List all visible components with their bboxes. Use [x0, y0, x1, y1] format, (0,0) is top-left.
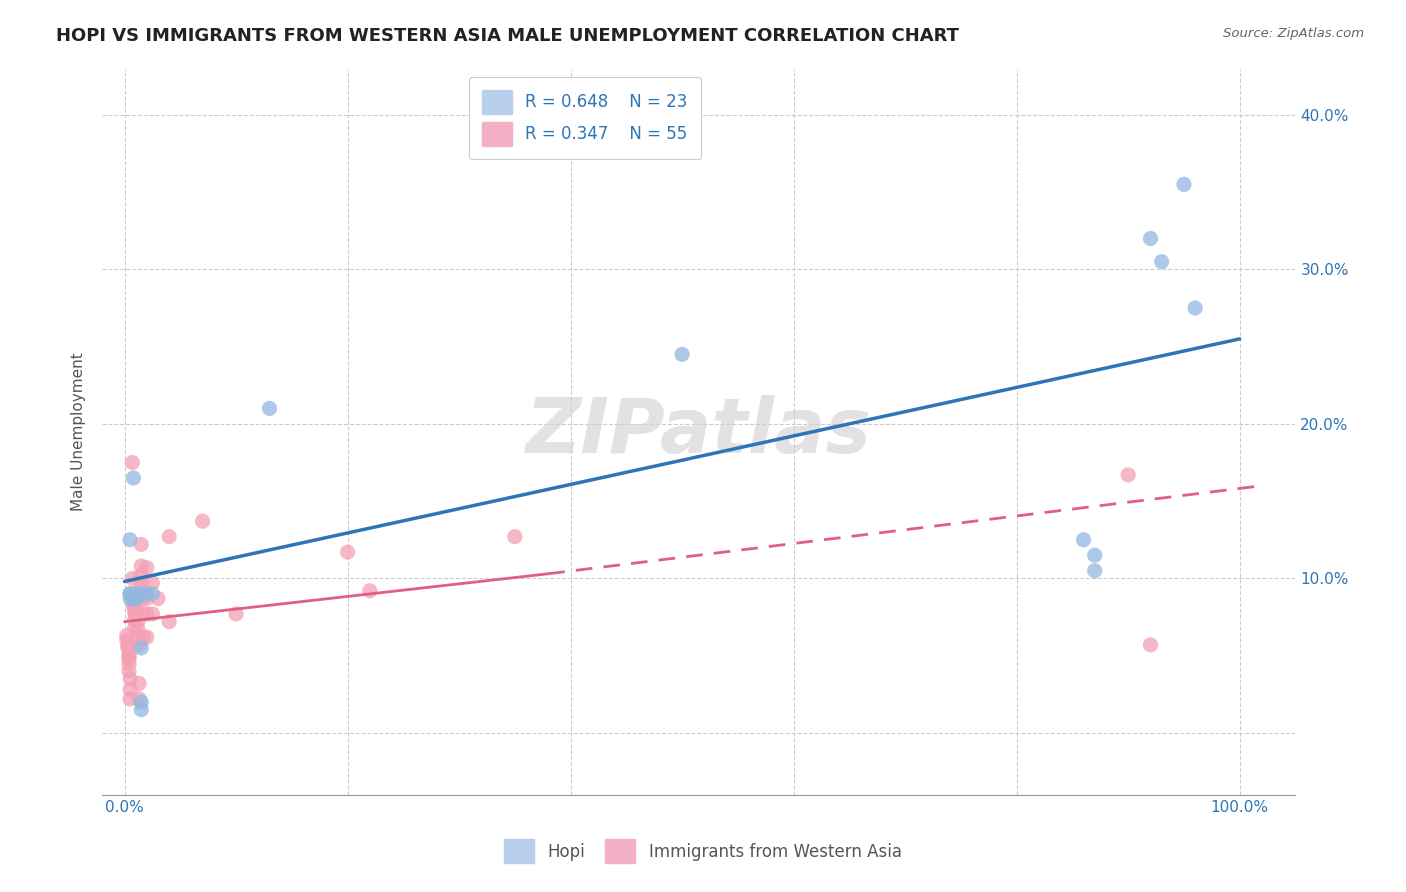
Point — [124, 591, 146, 606]
Point — [132, 607, 155, 621]
Point — [120, 587, 142, 601]
Point — [131, 583, 153, 598]
Point — [118, 664, 141, 678]
Point — [129, 568, 152, 582]
Point — [129, 695, 152, 709]
Point — [120, 692, 142, 706]
Point — [135, 607, 157, 621]
Text: ZIPatlas: ZIPatlas — [526, 394, 872, 468]
Point — [120, 672, 142, 686]
Point — [124, 606, 146, 620]
Point — [118, 648, 141, 663]
Point — [141, 587, 163, 601]
Point — [1139, 231, 1161, 245]
Point — [127, 615, 149, 629]
Point — [1073, 533, 1095, 547]
Point — [120, 587, 142, 601]
Point — [503, 530, 526, 544]
Text: HOPI VS IMMIGRANTS FROM WESTERN ASIA MALE UNEMPLOYMENT CORRELATION CHART: HOPI VS IMMIGRANTS FROM WESTERN ASIA MAL… — [56, 27, 959, 45]
Point — [117, 638, 139, 652]
Point — [135, 587, 157, 601]
Point — [129, 537, 152, 551]
Y-axis label: Male Unemployment: Male Unemployment — [72, 352, 86, 511]
Point — [115, 633, 138, 648]
Point — [135, 591, 157, 606]
Point — [122, 599, 145, 614]
Point — [141, 607, 163, 621]
Point — [122, 594, 145, 608]
Point — [259, 401, 281, 416]
Point — [671, 347, 693, 361]
Point — [141, 576, 163, 591]
Point — [129, 587, 152, 601]
Text: Source: ZipAtlas.com: Source: ZipAtlas.com — [1223, 27, 1364, 40]
Point — [118, 648, 141, 663]
Point — [120, 591, 142, 606]
Point — [124, 613, 146, 627]
Point — [129, 703, 152, 717]
Point — [127, 623, 149, 637]
Point — [359, 583, 381, 598]
Point — [124, 621, 146, 635]
Point — [336, 545, 359, 559]
Point — [128, 692, 150, 706]
Point — [115, 629, 138, 643]
Point — [1084, 548, 1107, 562]
Point — [128, 676, 150, 690]
Point — [129, 576, 152, 591]
Point — [118, 651, 141, 665]
Point — [122, 587, 145, 601]
Point — [146, 591, 169, 606]
Point — [131, 591, 153, 606]
Point — [135, 630, 157, 644]
Point — [1084, 564, 1107, 578]
Point — [117, 640, 139, 655]
Point — [129, 640, 152, 655]
Point — [124, 599, 146, 614]
Point — [132, 630, 155, 644]
Point — [225, 607, 247, 621]
Point — [121, 571, 143, 585]
Point — [157, 615, 180, 629]
Point — [157, 530, 180, 544]
Point — [121, 456, 143, 470]
Legend: Hopi, Immigrants from Western Asia: Hopi, Immigrants from Western Asia — [492, 828, 914, 875]
Point — [1139, 638, 1161, 652]
Point — [121, 591, 143, 606]
Point — [124, 587, 146, 601]
Point — [129, 559, 152, 574]
Point — [124, 607, 146, 621]
Point — [1116, 467, 1139, 482]
Point — [120, 682, 142, 697]
Point — [1150, 254, 1173, 268]
Legend: R = 0.648    N = 23, R = 0.347    N = 55: R = 0.648 N = 23, R = 0.347 N = 55 — [468, 77, 702, 159]
Point — [127, 630, 149, 644]
Point — [191, 514, 214, 528]
Point — [124, 591, 146, 606]
Point — [118, 657, 141, 671]
Point — [120, 533, 142, 547]
Point — [122, 471, 145, 485]
Point — [128, 638, 150, 652]
Point — [1173, 178, 1195, 192]
Point — [135, 560, 157, 574]
Point — [1184, 301, 1206, 315]
Point — [124, 591, 146, 606]
